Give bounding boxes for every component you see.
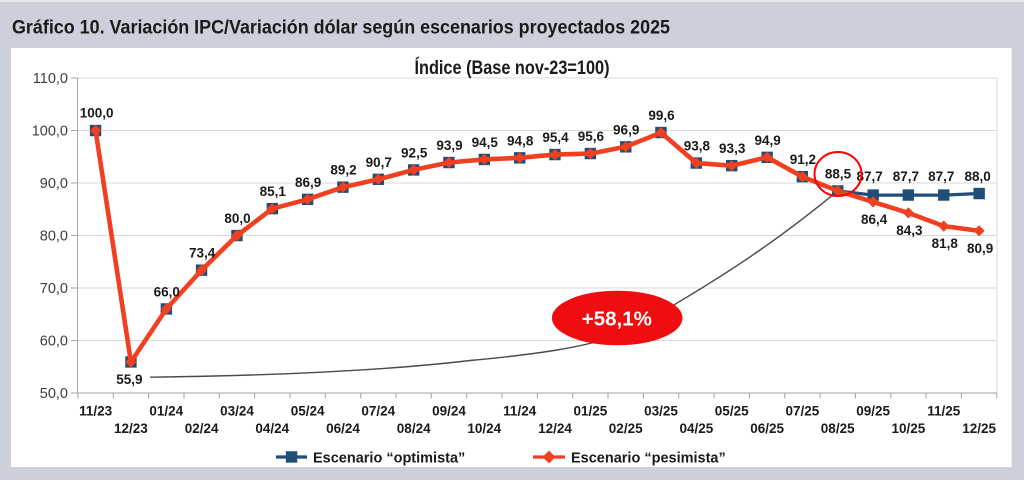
svg-text:11/24: 11/24 [503,404,537,419]
svg-text:99,6: 99,6 [648,108,675,123]
svg-text:+58,1%: +58,1% [582,307,652,330]
svg-text:90,7: 90,7 [366,155,392,170]
svg-text:Índice (Base nov-23=100): Índice (Base nov-23=100) [415,57,610,79]
svg-text:07/25: 07/25 [786,404,820,419]
svg-text:04/24: 04/24 [255,421,289,436]
svg-text:91,2: 91,2 [790,152,816,167]
svg-text:86,9: 86,9 [295,175,321,190]
svg-text:12/25: 12/25 [962,421,996,436]
svg-text:50,0: 50,0 [40,386,68,402]
svg-text:88,5: 88,5 [825,166,852,181]
svg-text:01/24: 01/24 [149,404,183,419]
svg-text:12/24: 12/24 [538,421,572,436]
svg-text:01/25: 01/25 [574,404,608,419]
svg-text:06/25: 06/25 [750,421,784,436]
svg-text:11/25: 11/25 [927,404,961,419]
svg-text:66,0: 66,0 [154,285,180,300]
svg-text:Gráfico 10. Variación IPC/Vari: Gráfico 10. Variación IPC/Variación dóla… [12,17,670,38]
svg-text:81,8: 81,8 [932,236,959,251]
svg-text:03/24: 03/24 [220,404,254,419]
svg-text:93,8: 93,8 [684,139,711,154]
svg-text:70,0: 70,0 [40,281,68,297]
svg-text:Escenario “optimista”: Escenario “optimista” [313,451,465,467]
svg-text:110,0: 110,0 [33,71,68,87]
svg-text:92,5: 92,5 [401,145,428,160]
svg-text:12/23: 12/23 [114,421,148,436]
svg-text:89,2: 89,2 [330,163,356,178]
svg-text:85,1: 85,1 [260,184,287,199]
svg-text:60,0: 60,0 [40,334,68,350]
svg-text:08/24: 08/24 [397,421,431,436]
svg-text:09/24: 09/24 [432,404,466,419]
svg-text:94,8: 94,8 [507,133,534,148]
svg-text:90,0: 90,0 [40,176,68,192]
svg-text:73,4: 73,4 [189,246,216,261]
svg-text:95,6: 95,6 [578,129,605,144]
svg-text:88,0: 88,0 [964,169,990,184]
svg-text:08/25: 08/25 [821,421,855,436]
svg-text:87,7: 87,7 [893,169,919,184]
svg-text:05/25: 05/25 [715,404,749,419]
svg-text:07/24: 07/24 [361,404,395,419]
svg-text:09/25: 09/25 [856,404,890,419]
svg-text:94,5: 94,5 [472,135,499,150]
svg-text:80,0: 80,0 [40,229,68,245]
svg-text:93,3: 93,3 [719,141,746,156]
svg-text:80,0: 80,0 [224,211,250,226]
svg-text:93,9: 93,9 [436,138,462,153]
svg-text:03/25: 03/25 [644,404,678,419]
svg-text:80,9: 80,9 [967,241,993,256]
svg-text:10/24: 10/24 [467,421,501,436]
svg-text:10/25: 10/25 [892,421,926,436]
svg-text:86,4: 86,4 [861,212,888,227]
svg-text:100,0: 100,0 [32,124,68,140]
svg-text:100,0: 100,0 [80,106,114,121]
svg-text:94,9: 94,9 [754,133,780,148]
svg-text:Escenario “pesimista”: Escenario “pesimista” [571,451,726,467]
svg-text:55,9: 55,9 [116,372,142,387]
svg-text:02/25: 02/25 [609,421,643,436]
svg-text:87,7: 87,7 [928,169,954,184]
svg-text:06/24: 06/24 [326,421,360,436]
svg-text:84,3: 84,3 [896,223,923,238]
svg-text:95,4: 95,4 [542,130,569,145]
svg-text:02/24: 02/24 [185,421,219,436]
svg-text:04/25: 04/25 [680,421,714,436]
svg-text:87,7: 87,7 [856,169,882,184]
svg-text:96,9: 96,9 [613,122,639,137]
svg-text:05/24: 05/24 [291,404,325,419]
svg-text:11/23: 11/23 [79,404,113,419]
